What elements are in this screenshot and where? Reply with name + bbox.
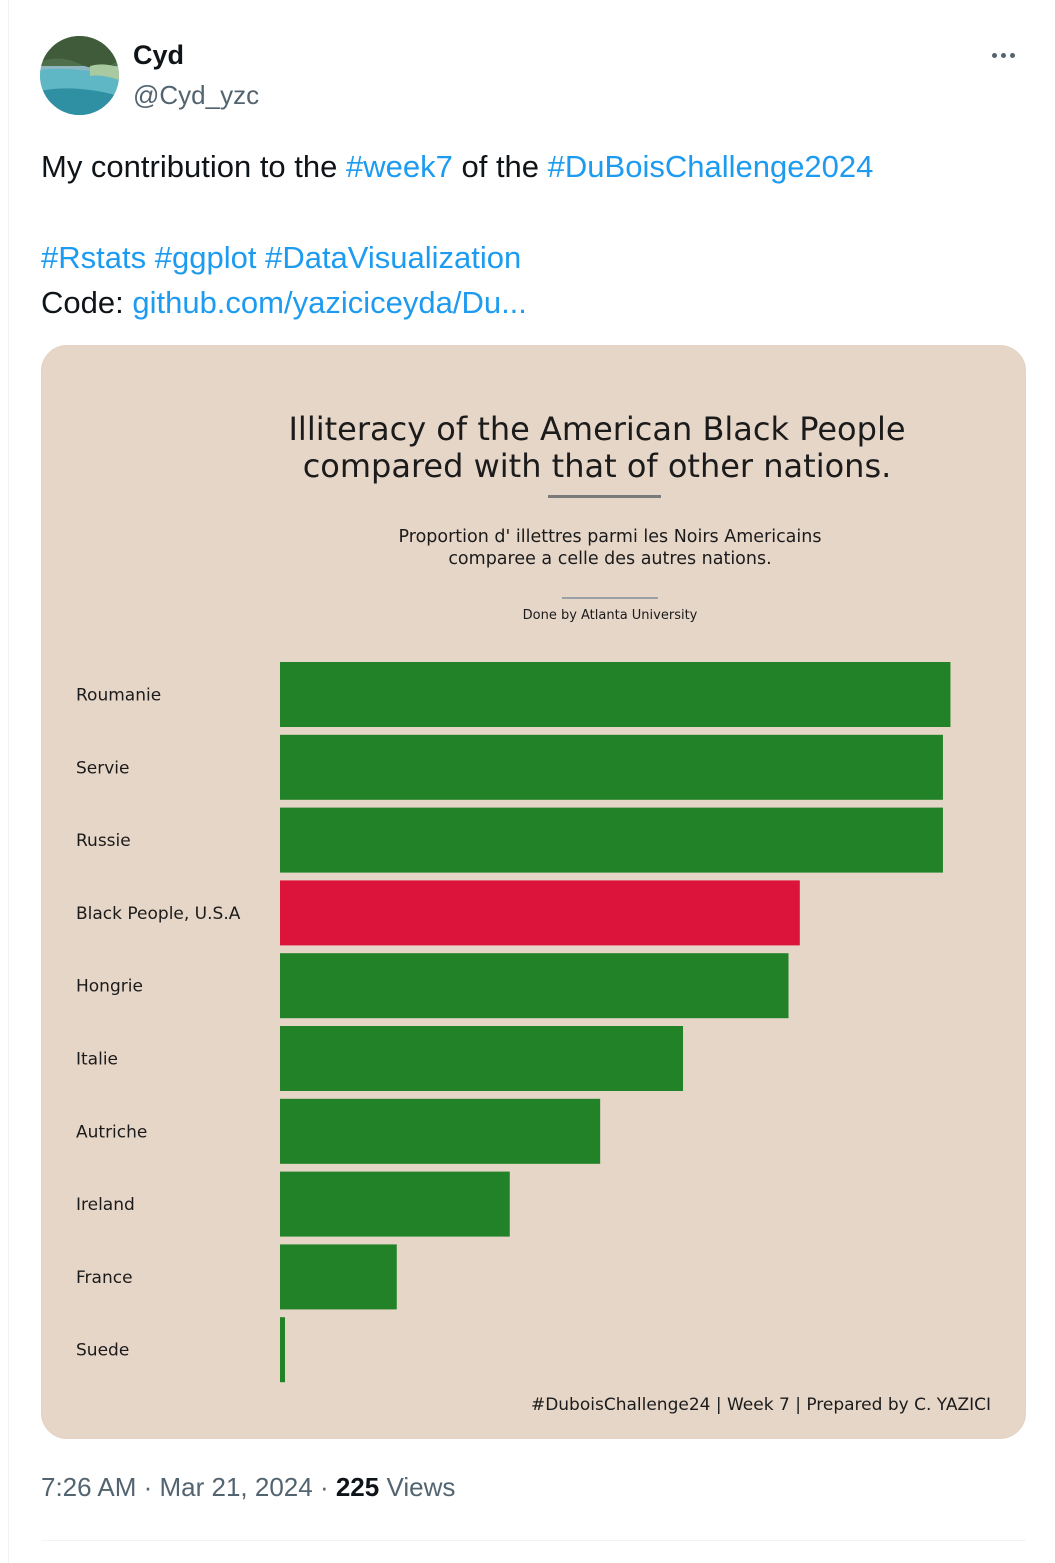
tweet-line-2: #Rstats #ggplot #DataVisualization (41, 235, 1031, 280)
hashtag-dataviz-link[interactable]: #DataVisualization (265, 240, 522, 275)
category-label: Ireland (76, 1195, 135, 1215)
tweet-line-1: My contribution to the #week7 of the #Du… (41, 144, 1031, 189)
text-prefix: My contribution to the (41, 149, 346, 184)
hashtag-duboischallenge-link[interactable]: #DuBoisChallenge2024 (547, 149, 874, 184)
category-label: Italie (76, 1050, 118, 1070)
subtitle-divider (562, 597, 658, 599)
bar-servie (280, 734, 943, 800)
meta-separator: · (312, 1472, 336, 1502)
category-label: Russie (76, 831, 131, 851)
bar-black-people-u-s-a (280, 880, 800, 946)
bar-italie (280, 1026, 684, 1091)
chart-subtitle-line-1: Proportion d' illettres parmi les Noirs … (398, 527, 822, 547)
author-name[interactable]: Cyd (133, 40, 185, 70)
bar-ireland (280, 1171, 510, 1237)
category-label: Suede (76, 1341, 129, 1361)
bar-hongrie (280, 953, 789, 1019)
chart-title-line-2: compared with that of other nations. (302, 447, 892, 485)
bar-france (280, 1244, 397, 1310)
timeline-border (8, 0, 9, 1563)
category-label: Roumanie (76, 686, 161, 706)
bar-autriche (280, 1098, 601, 1164)
tweet-time[interactable]: 7:26 AM (41, 1472, 137, 1502)
tweet-line-3: Code: github.com/yaziciceyda/Du... (41, 280, 1031, 325)
meta-separator: · (136, 1472, 160, 1502)
views-label: Views (379, 1472, 456, 1502)
bar-suede (280, 1317, 285, 1383)
code-label: Code: (41, 285, 133, 320)
chart-credit: Done by Atlanta University (522, 608, 698, 623)
author-handle[interactable]: @Cyd_yzc (133, 80, 260, 110)
views-count: 225 (335, 1472, 380, 1502)
category-label: Servie (76, 758, 129, 778)
hashtag-rstats-link[interactable]: #Rstats (41, 240, 147, 275)
text-middle: of the (452, 149, 548, 184)
chart-subtitle: Proportion d' illettres parmi les Noirs … (42, 526, 1025, 570)
category-label: Hongrie (76, 977, 143, 997)
tweet-text: My contribution to the #week7 of the #Du… (41, 144, 1031, 325)
divider (41, 1540, 1026, 1541)
category-label: Autriche (76, 1122, 147, 1142)
tweet-header: Cyd @Cyd_yzc (40, 36, 1025, 116)
hashtag-ggplot-link[interactable]: #ggplot (154, 240, 257, 275)
bar-russie (280, 807, 943, 873)
tweet-media-image[interactable]: Illiteracy of the American Black People … (41, 345, 1026, 1439)
bar-roumanie (280, 662, 951, 727)
category-label: France (76, 1268, 133, 1288)
more-horizontal-icon[interactable] (983, 40, 1023, 70)
chart-title-line-1: Illiteracy of the American Black People (288, 410, 906, 448)
title-divider (548, 495, 661, 498)
category-label: Black People, U.S.A (76, 904, 241, 924)
avatar[interactable] (40, 36, 119, 115)
bar-chart: Roumanie Servie Russie Black People, U.S.A H… (76, 662, 951, 1383)
chart-subtitle-line-2: comparee a celle des autres nations. (448, 549, 772, 569)
tweet-meta: 7:26 AM · Mar 21, 2024 · 225 Views (41, 1472, 455, 1503)
hashtag-week7-link[interactable]: #week7 (346, 149, 453, 184)
tweet-date[interactable]: Mar 21, 2024 (159, 1472, 313, 1502)
chart-caption: #DuboisChallenge24 | Week 7 | Prepared b… (530, 1395, 991, 1415)
code-link[interactable]: github.com/yaziciceyda/Du... (132, 285, 527, 320)
chart-title: Illiteracy of the American Black People … (42, 410, 1025, 485)
